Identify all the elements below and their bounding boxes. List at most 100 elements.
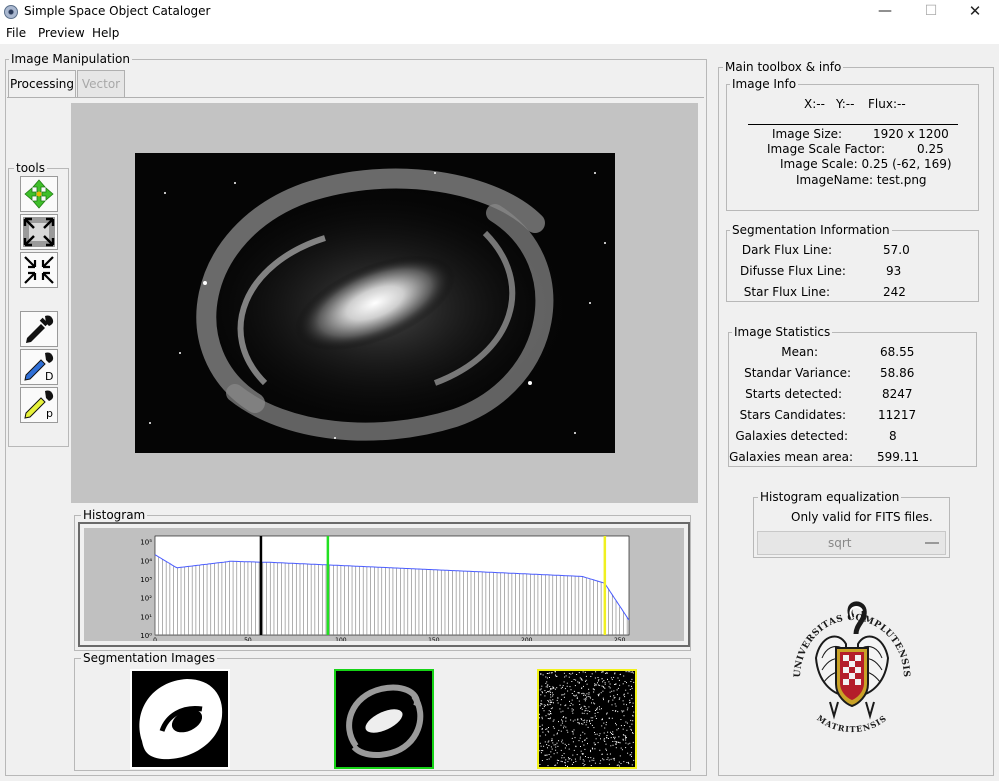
- segmentation-thumb-dark[interactable]: [130, 669, 230, 769]
- histogram-x-tick: 100: [335, 637, 347, 641]
- histogram-label: Histogram: [81, 508, 148, 522]
- galaxy-image[interactable]: [135, 153, 615, 453]
- segmentation-info-label: Segmentation Information: [730, 223, 892, 237]
- image-statistics-label: Image Statistics: [732, 325, 833, 339]
- equalization-select-value: sqrt: [828, 536, 852, 550]
- dark-letter: D: [45, 370, 54, 383]
- app-icon: [4, 5, 18, 19]
- cursor-y: Y:--: [836, 97, 855, 111]
- image-manipulation-group: [5, 59, 707, 776]
- toolbox-label: Main toolbox & info: [723, 60, 844, 74]
- image-size-label: Image Size:: [772, 127, 843, 141]
- expand-icon: [23, 217, 55, 247]
- image-size-value: 1920 x 1200: [873, 127, 949, 141]
- segmentation-images-group: [74, 658, 691, 771]
- histogram-chart[interactable]: 10⁵ 10⁴ 10³ 10² 10¹ 10⁰ 0 50 100 150 200 250: [84, 528, 684, 641]
- eyedropper-dark-icon: [24, 352, 54, 381]
- maximize-button[interactable]: ☐: [924, 3, 938, 19]
- shrink-tool-button[interactable]: [20, 252, 58, 288]
- histogram-x-tick: 200: [521, 637, 533, 641]
- histogram-frame: [78, 522, 690, 647]
- cursor-flux: Flux:--: [868, 97, 906, 111]
- histogram-y-ticks: 10⁵ 10⁴ 10³ 10² 10¹ 10⁰: [140, 539, 152, 640]
- menu-file[interactable]: File: [6, 26, 27, 40]
- histogram-x-tick: 150: [428, 637, 440, 641]
- dark-flux-label: Dark Flux Line:: [741, 243, 832, 257]
- menu-bar: [0, 24, 999, 44]
- window-title: Simple Space Object Cataloger: [24, 4, 211, 18]
- university-seal-logo: UNIVERSITAS COMPLUTENSIS MATRITENSIS: [786, 598, 918, 744]
- histogram-bars: [154, 554, 628, 635]
- tab-processing[interactable]: Processing: [8, 70, 76, 98]
- image-name: ImageName: test.png: [796, 173, 927, 187]
- eyedropper-p-tool-button[interactable]: p: [20, 387, 58, 423]
- star-flux-label: Star Flux Line:: [743, 285, 830, 299]
- segmentation-thumb-stars[interactable]: [537, 669, 637, 769]
- p-letter: p: [46, 407, 53, 420]
- histogram-y-tick: 10³: [140, 576, 152, 584]
- eyedropper-icon: [26, 315, 54, 343]
- tools-label: tools: [14, 161, 47, 175]
- histogram-y-tick: 10⁵: [140, 539, 152, 547]
- move-tool-button[interactable]: [20, 176, 58, 212]
- expand-tool-button[interactable]: [20, 214, 58, 250]
- stat-variance-value: 58.86: [880, 366, 915, 380]
- histogram-x-tick: 250: [614, 637, 626, 641]
- select-arrow-icon: [925, 542, 939, 544]
- svg-text:MATRITENSIS: MATRITENSIS: [815, 713, 888, 734]
- equalization-select[interactable]: [757, 531, 946, 555]
- stat-variance-label: Standar Variance:: [744, 366, 851, 380]
- info-divider: [748, 124, 958, 125]
- histogram-x-ticks: 0 50 100 150 200 250: [153, 637, 626, 641]
- flux-lines: [259, 536, 607, 635]
- histogram-y-tick: 10⁰: [140, 632, 152, 640]
- stat-galaxies-label: Galaxies detected:: [735, 429, 848, 443]
- image-statistics-group: [728, 332, 977, 467]
- stat-galaxy-area-label: Galaxies mean area:: [729, 450, 853, 464]
- star-flux-value: 242: [883, 285, 906, 299]
- tab-vector[interactable]: Vector: [77, 70, 125, 98]
- stat-galaxies-value: 8: [889, 429, 897, 443]
- image-info-label: Image Info: [730, 77, 799, 91]
- stat-mean-value: 68.55: [880, 345, 915, 359]
- histogram-y-tick: 10⁴: [140, 557, 152, 565]
- stat-candidates-label: Stars Candidates:: [739, 408, 846, 422]
- segmentation-thumb-diffuse[interactable]: [334, 669, 434, 769]
- close-button[interactable]: ✕: [968, 2, 982, 20]
- stat-starts-value: 8247: [882, 387, 913, 401]
- eyedropper-p-icon: [24, 390, 54, 419]
- dark-flux-value: 57.0: [883, 243, 910, 257]
- cursor-x: X:--: [804, 97, 825, 111]
- histogram-equalization-label: Histogram equalization: [758, 490, 902, 504]
- segmentation-images-label: Segmentation Images: [81, 651, 217, 665]
- histogram-curve: [154, 554, 630, 621]
- shrink-icon: [24, 256, 54, 284]
- stat-mean-label: Mean:: [781, 345, 818, 359]
- menu-help[interactable]: Help: [92, 26, 120, 40]
- diffuse-flux-label: Difusse Flux Line:: [740, 264, 846, 278]
- histogram-y-tick: 10¹: [140, 613, 152, 621]
- image-scale-factor-value: 0.25: [917, 142, 944, 156]
- stat-galaxy-area-value: 599.11: [877, 450, 919, 464]
- eyedropper-tool-button[interactable]: [20, 311, 58, 347]
- stat-candidates-value: 11217: [878, 408, 917, 422]
- histogram-group: [74, 515, 691, 651]
- move-icon: [24, 179, 54, 209]
- histogram-y-tick: 10²: [140, 595, 152, 603]
- tab-divider: [7, 97, 704, 98]
- toolbox-group: [718, 67, 994, 776]
- histogram-x-tick: 0: [153, 637, 157, 641]
- histogram-x-tick: 50: [244, 637, 252, 641]
- histogram-plot-area: [154, 535, 630, 636]
- stat-starts-label: Starts detected:: [745, 387, 842, 401]
- menu-preview[interactable]: Preview: [38, 26, 85, 40]
- image-manipulation-label: Image Manipulation: [9, 52, 132, 66]
- fits-note: Only valid for FITS files.: [791, 510, 933, 524]
- image-info-group: [726, 84, 979, 211]
- minimize-button[interactable]: —: [878, 3, 892, 19]
- title-bar: [0, 0, 999, 24]
- image-scale-factor-label: Image Scale Factor:: [767, 142, 886, 156]
- diffuse-flux-value: 93: [886, 264, 902, 278]
- eyedropper-dark-tool-button[interactable]: D: [20, 349, 58, 385]
- image-scale: Image Scale: 0.25 (-62, 169): [780, 157, 952, 171]
